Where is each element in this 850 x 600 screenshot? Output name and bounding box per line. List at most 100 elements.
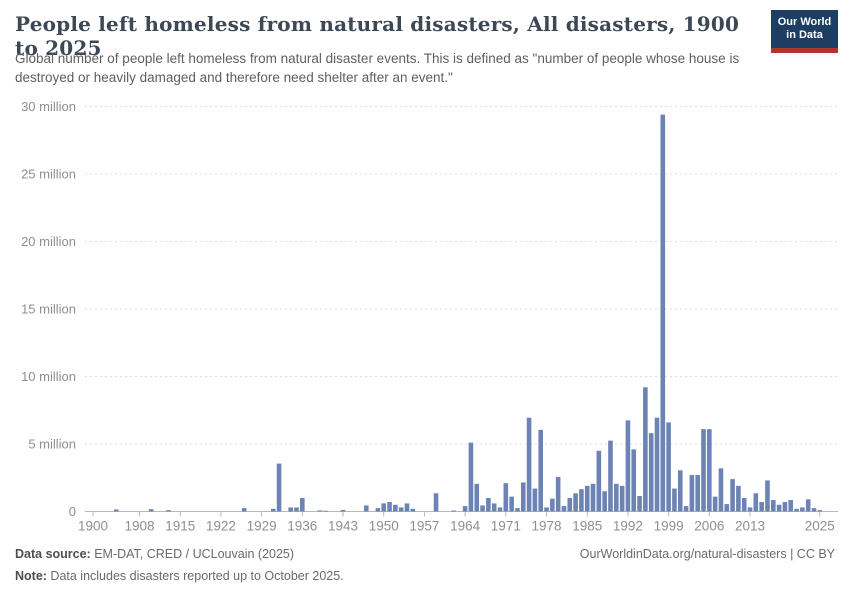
chart-bar[interactable] bbox=[491, 503, 497, 512]
chart-bar[interactable] bbox=[515, 508, 520, 512]
owid-link[interactable]: OurWorldinData.org/natural-disasters | C… bbox=[579, 547, 835, 561]
chart-bar[interactable] bbox=[462, 506, 468, 512]
chart-bar[interactable] bbox=[567, 498, 573, 512]
chart-bar[interactable] bbox=[340, 509, 346, 512]
y-axis-label: 10 million bbox=[21, 369, 76, 384]
chart-bar[interactable] bbox=[625, 420, 631, 512]
chart-bar[interactable] bbox=[730, 479, 735, 512]
chart-bar[interactable] bbox=[317, 510, 323, 512]
chart-bar[interactable] bbox=[387, 502, 392, 512]
chart-bar[interactable] bbox=[619, 485, 625, 512]
chart-bar[interactable] bbox=[433, 493, 439, 512]
chart-bar[interactable] bbox=[276, 463, 282, 512]
chart-bar[interactable] bbox=[323, 510, 328, 512]
chart-bar[interactable] bbox=[765, 480, 770, 512]
chart-bar[interactable] bbox=[486, 498, 491, 512]
chart-area: 0 5 million 10 million 15 million 20 million… bbox=[0, 95, 850, 545]
chart-bar[interactable] bbox=[561, 506, 567, 512]
chart-bar[interactable] bbox=[538, 429, 544, 512]
chart-bar[interactable] bbox=[631, 449, 637, 512]
chart-bar[interactable] bbox=[480, 505, 485, 512]
chart-bar[interactable] bbox=[555, 477, 561, 512]
chart-bar[interactable] bbox=[788, 500, 794, 512]
chart-bar[interactable] bbox=[573, 493, 578, 512]
y-axis-label: 30 million bbox=[21, 99, 76, 114]
chart-bar[interactable] bbox=[241, 508, 247, 512]
chart-bar[interactable] bbox=[654, 417, 660, 512]
chart-bar[interactable] bbox=[770, 500, 776, 512]
chart-bar[interactable] bbox=[363, 505, 369, 512]
chart-bar[interactable] bbox=[375, 508, 381, 512]
chart-bar[interactable] bbox=[532, 488, 538, 512]
chart-bar[interactable] bbox=[613, 483, 619, 512]
chart-bar[interactable] bbox=[544, 507, 549, 512]
chart-bar[interactable] bbox=[753, 493, 759, 512]
chart-bar[interactable] bbox=[736, 485, 741, 512]
chart-bar[interactable] bbox=[817, 510, 823, 512]
chart-bar[interactable] bbox=[643, 387, 648, 512]
chart-bar[interactable] bbox=[404, 503, 410, 512]
chart-bar[interactable] bbox=[590, 483, 596, 512]
chart-bar[interactable] bbox=[800, 507, 805, 512]
chart-bar[interactable] bbox=[468, 442, 474, 512]
x-axis-label: 1936 bbox=[287, 519, 317, 534]
x-axis-label: 1978 bbox=[531, 519, 561, 534]
chart-bar[interactable] bbox=[398, 507, 404, 512]
chart-bar[interactable] bbox=[660, 114, 666, 512]
chart-bar[interactable] bbox=[497, 507, 503, 512]
chart-bar[interactable] bbox=[805, 499, 811, 512]
chart-bar[interactable] bbox=[288, 507, 293, 512]
x-axis-label: 1943 bbox=[328, 519, 358, 534]
chart-bar[interactable] bbox=[811, 508, 817, 512]
chart-bar[interactable] bbox=[672, 488, 677, 512]
chart-bar[interactable] bbox=[782, 502, 788, 512]
chart-bar[interactable] bbox=[148, 509, 154, 512]
chart-bar[interactable] bbox=[689, 475, 695, 512]
chart-bar[interactable] bbox=[526, 417, 532, 512]
chart-bar[interactable] bbox=[724, 504, 730, 512]
owid-logo[interactable]: Our World in Data bbox=[771, 10, 838, 53]
chart-bar[interactable] bbox=[520, 482, 526, 512]
chart-bar[interactable] bbox=[759, 502, 764, 512]
chart-bar[interactable] bbox=[707, 429, 712, 512]
chart-bar[interactable] bbox=[637, 495, 642, 512]
chart-bar[interactable] bbox=[410, 508, 416, 512]
chart-bar[interactable] bbox=[166, 510, 171, 512]
chart-bar[interactable] bbox=[695, 475, 700, 512]
chart-bar[interactable] bbox=[683, 506, 689, 512]
x-axis-label: 1999 bbox=[654, 519, 684, 534]
chart-bar[interactable] bbox=[474, 483, 480, 512]
data-source-value: EM-DAT, CRED / UCLouvain (2025) bbox=[90, 547, 295, 561]
chart-bar[interactable] bbox=[712, 496, 718, 512]
chart-bar[interactable] bbox=[393, 504, 398, 512]
chart-bar[interactable] bbox=[294, 507, 299, 512]
chart-bar[interactable] bbox=[503, 483, 509, 512]
chart-bar[interactable] bbox=[579, 489, 584, 512]
chart-bar[interactable] bbox=[451, 510, 456, 512]
page-title: People left homeless from natural disast… bbox=[15, 12, 740, 60]
chart-bar[interactable] bbox=[776, 504, 782, 512]
chart-bar[interactable] bbox=[701, 429, 706, 512]
chart-bar[interactable] bbox=[509, 496, 514, 512]
chart-bar[interactable] bbox=[550, 498, 555, 512]
owid-logo-line1: Our World bbox=[777, 16, 832, 28]
x-axis-label: 1922 bbox=[206, 519, 236, 534]
chart-bar[interactable] bbox=[718, 468, 724, 512]
chart-bar[interactable] bbox=[113, 509, 119, 512]
chart-bar[interactable] bbox=[300, 498, 305, 512]
chart-bar[interactable] bbox=[677, 470, 683, 512]
chart-bar[interactable] bbox=[608, 440, 613, 512]
chart-bar[interactable] bbox=[666, 422, 671, 512]
x-axis-label: 1957 bbox=[409, 519, 439, 534]
chart-bar[interactable] bbox=[381, 503, 387, 512]
chart-bar[interactable] bbox=[602, 491, 607, 512]
chart-bar[interactable] bbox=[584, 485, 590, 512]
chart-bar[interactable] bbox=[747, 507, 753, 512]
chart-bar[interactable] bbox=[270, 508, 276, 512]
chart-bar[interactable] bbox=[596, 450, 602, 512]
chart-bar[interactable] bbox=[648, 433, 654, 512]
chart-bar[interactable] bbox=[794, 508, 799, 512]
chart-bar[interactable] bbox=[741, 498, 747, 512]
y-axis-label: 5 million bbox=[28, 437, 76, 452]
